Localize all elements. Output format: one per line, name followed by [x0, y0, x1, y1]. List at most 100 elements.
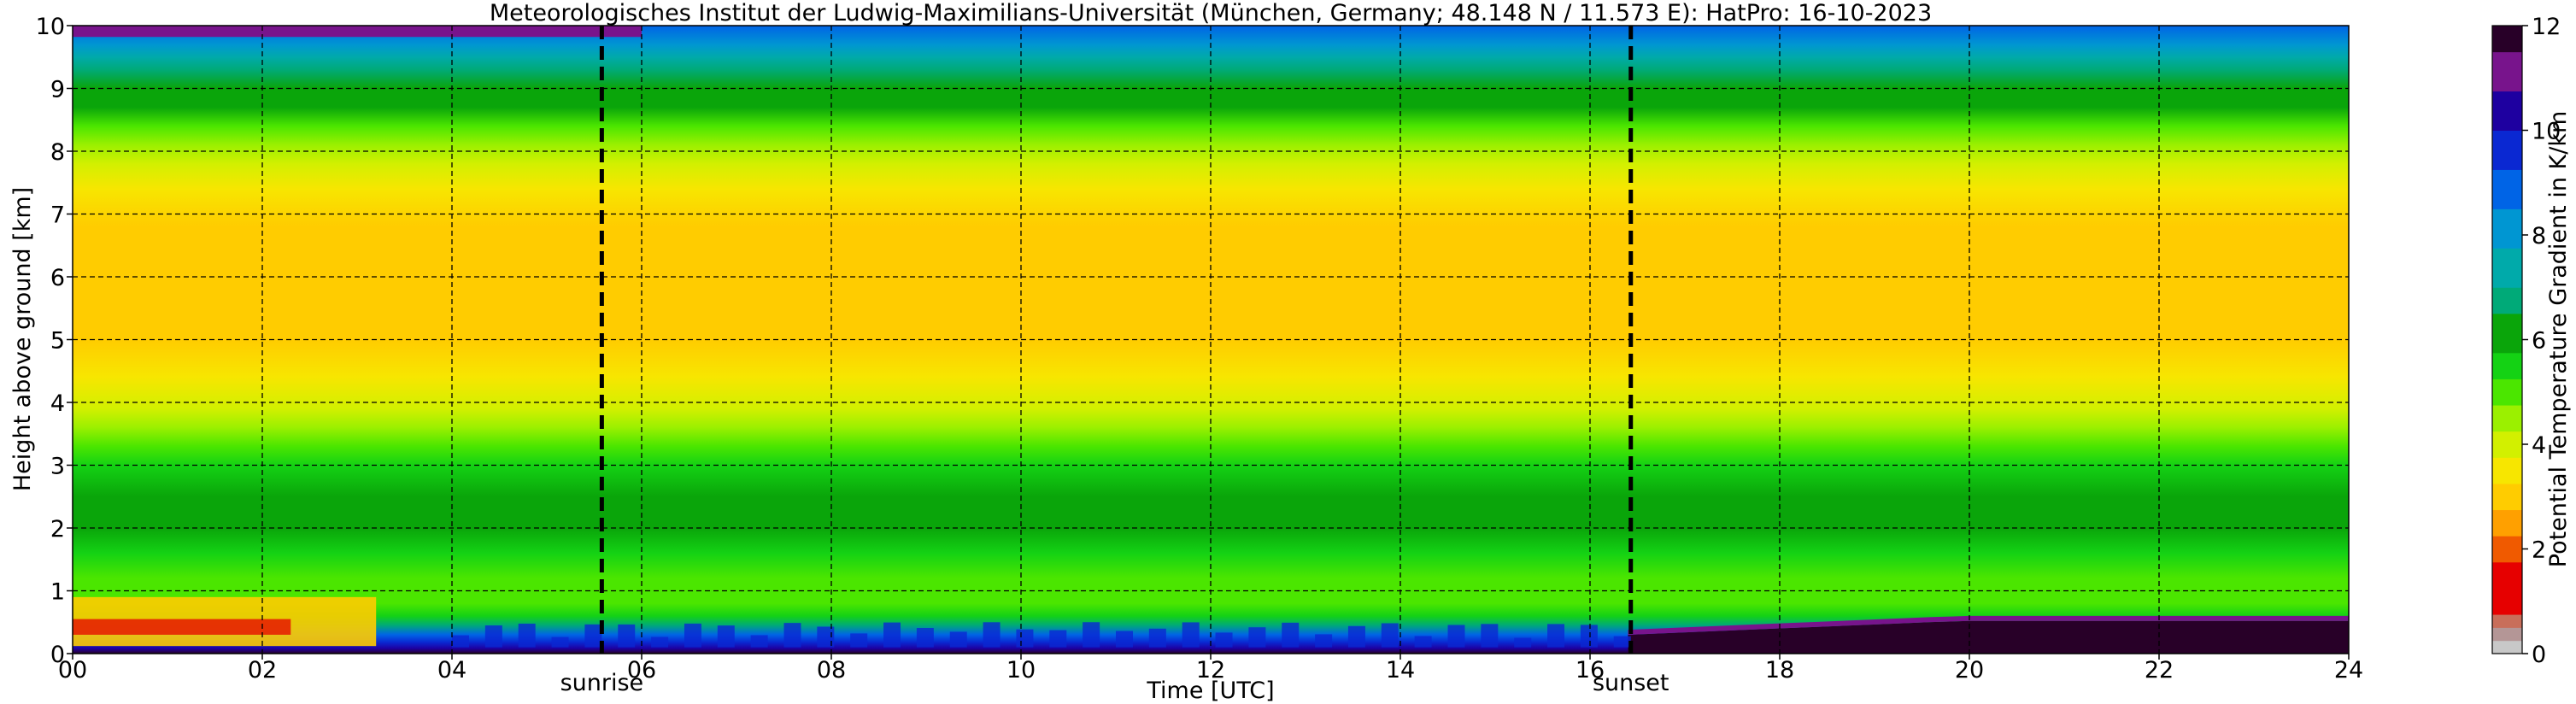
- y-tick-label: 9: [50, 77, 65, 103]
- colorbar-level: [2492, 536, 2522, 563]
- colorbar-level: [2492, 509, 2522, 537]
- heatmap-cell-daytime-mixing: [1547, 624, 1565, 648]
- event-label-sunset: sunset: [1593, 670, 1669, 696]
- colorbar-level: [2492, 208, 2522, 249]
- colorbar-level: [2492, 561, 2522, 615]
- heatmap-cell-daytime-mixing: [1514, 637, 1532, 648]
- x-tick-label: 22: [2145, 657, 2174, 683]
- heatmap-cell-daytime-mixing: [1315, 634, 1333, 648]
- heatmap-cell-daytime-mixing: [618, 624, 636, 648]
- heatmap-cell-daytime-mixing: [484, 625, 502, 648]
- colorbar-level: [2492, 287, 2522, 314]
- plot-area: [73, 26, 2349, 654]
- colorbar-level: [2492, 130, 2522, 170]
- colorbar-tick-label: 6: [2532, 328, 2546, 355]
- x-tick-label: 10: [1006, 657, 1036, 683]
- colorbar-level: [2492, 248, 2522, 288]
- colorbar-level: [2492, 457, 2522, 484]
- heatmap-cell-daytime-mixing: [1414, 636, 1432, 648]
- heatmap-cell-daytime-mixing: [717, 625, 735, 648]
- heatmap-cell-daytime-mixing: [1613, 636, 1631, 648]
- colorbar: 0 2 4 6 8 10 12: [2491, 14, 2561, 668]
- heatmap-cell-daytime-mixing: [584, 624, 602, 648]
- colorbar-level: [2492, 640, 2522, 654]
- heatmap-cell-top-strip: [73, 26, 642, 38]
- heatmap-cell-night-stable-layer: [1628, 620, 2349, 654]
- y-axis-label: Height above ground [km]: [9, 187, 36, 491]
- heatmap-cell-daytime-mixing: [817, 626, 835, 648]
- heatmap-bands: [73, 26, 2349, 654]
- colorbar-tick-label: 0: [2532, 642, 2546, 668]
- x-axis-label: Time [UTC]: [1146, 678, 1274, 704]
- x-tick-label: 00: [58, 657, 87, 683]
- y-tick-label: 1: [50, 579, 65, 606]
- y-tick-label: 5: [50, 328, 65, 355]
- colorbar-level: [2492, 313, 2522, 354]
- heatmap-cell-daytime-mixing: [983, 622, 1000, 648]
- heatmap-cell-daytime-mixing: [783, 623, 801, 648]
- x-tick-label: 08: [817, 657, 846, 683]
- heatmap-cell-daytime-mixing: [1049, 630, 1067, 648]
- colorbar-level: [2492, 91, 2522, 131]
- colorbar-level: [2492, 26, 2522, 53]
- x-tick-label: 14: [1386, 657, 1415, 683]
- y-tick-label: 2: [50, 516, 65, 543]
- heatmap-cell-daytime-mixing: [551, 637, 569, 648]
- x-tick-label: 02: [248, 657, 277, 683]
- colorbar-level: [2492, 627, 2522, 642]
- heatmap-cell-daytime-mixing: [1148, 628, 1166, 648]
- grid: [73, 26, 2349, 654]
- heatmap-cell-daytime-mixing: [1381, 623, 1399, 648]
- event-lines: [599, 26, 1634, 654]
- colorbar-level: [2492, 352, 2522, 379]
- x-tick-label: 18: [1765, 657, 1794, 683]
- heatmap-cell-daytime-mixing: [1347, 625, 1365, 648]
- heatmap-cell-daytime-mixing: [1282, 622, 1300, 648]
- event-label-sunrise: sunrise: [560, 670, 644, 696]
- x-tick-label: 12: [1196, 657, 1225, 683]
- heatmap-cell-daytime-mixing: [1215, 632, 1233, 648]
- heatmap-cell-daytime-mixing: [850, 633, 868, 648]
- colorbar-level: [2492, 169, 2522, 209]
- heatmap-cell-daytime-mixing: [1016, 629, 1034, 648]
- colorbar-tick-label: 12: [2532, 14, 2561, 40]
- x-tick-label: 04: [437, 657, 466, 683]
- colorbar-tick-label: 10: [2532, 119, 2561, 145]
- heatmap-cell-early-night-core: [73, 619, 291, 635]
- event-labels: sunrise sunset: [560, 670, 1669, 696]
- colorbar-tick-label: 2: [2532, 537, 2546, 564]
- heatmap-cell-daytime-mixing: [1116, 631, 1133, 648]
- colorbar-level: [2492, 614, 2522, 628]
- x-tick-label: 16: [1576, 657, 1605, 683]
- colorbar-level: [2492, 51, 2522, 92]
- heatmap-cell-daytime-mixing: [1248, 627, 1266, 648]
- heatmap-cell-daytime-mixing: [651, 637, 669, 648]
- colorbar-tick-label: 4: [2532, 432, 2546, 459]
- y-axis-ticks: 0 1 2 3 4 5 6 7 8 9 10: [36, 14, 73, 668]
- y-tick-label: 4: [50, 390, 65, 417]
- colorbar-label: Potential Temperature Gradient in K/km: [2545, 111, 2572, 568]
- heatmap-cell-daytime-mixing: [750, 635, 768, 648]
- colorbar-level: [2492, 378, 2522, 406]
- heatmap-cell-daytime-mixing: [1481, 624, 1499, 648]
- y-tick-label: 7: [50, 202, 65, 229]
- y-tick-label: 10: [36, 14, 65, 40]
- colorbar-tick-label: 8: [2532, 223, 2546, 249]
- heatmap-cell-daytime-mixing: [452, 635, 469, 648]
- heatmap-cell-daytime-mixing: [1447, 625, 1465, 648]
- heatmap-cell-daytime-mixing: [1083, 622, 1100, 648]
- heatmap-cell-daytime-mixing: [916, 628, 934, 648]
- y-tick-label: 3: [50, 454, 65, 480]
- heatmap-cell-daytime-mixing: [949, 631, 967, 648]
- colorbar-level: [2492, 483, 2522, 511]
- heatmap-cell-night-layer-edge: [1628, 615, 2349, 635]
- x-tick-label: 24: [2334, 657, 2363, 683]
- x-tick-label: 20: [1955, 657, 1984, 683]
- heatmap-cell-daytime-mixing: [518, 623, 536, 648]
- y-tick-label: 6: [50, 265, 65, 291]
- heatmap-cell-daytime-mixing: [1580, 625, 1598, 648]
- chart-title: Meteorologisches Institut der Ludwig-Max…: [490, 0, 1932, 26]
- x-tick-label: 06: [627, 657, 656, 683]
- y-tick-label: 0: [50, 642, 65, 668]
